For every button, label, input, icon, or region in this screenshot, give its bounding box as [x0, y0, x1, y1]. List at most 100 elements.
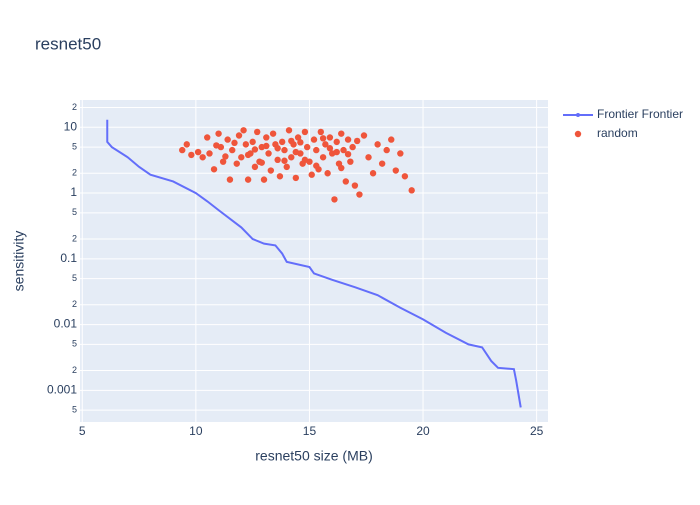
point [244, 151, 252, 159]
y-tick-label: 5 [72, 273, 77, 283]
point [183, 141, 190, 148]
point [206, 150, 213, 157]
point [222, 153, 229, 160]
point [274, 145, 281, 152]
point [251, 163, 259, 171]
point [251, 146, 259, 153]
y-tick-label: 5 [72, 207, 77, 217]
point [267, 167, 275, 174]
point [356, 191, 363, 198]
point [254, 128, 261, 136]
point [338, 130, 345, 137]
chart-title: resnet50 [35, 34, 101, 53]
point [278, 138, 286, 146]
legend-swatch [576, 113, 580, 117]
point [231, 139, 238, 147]
y-tick-label: 2 [72, 299, 77, 309]
legend-label: random [597, 126, 638, 140]
point [360, 132, 368, 139]
point [333, 148, 340, 156]
point [265, 150, 272, 157]
point [242, 141, 250, 148]
point [392, 167, 399, 174]
point [288, 137, 295, 145]
x-tick-label: 10 [189, 424, 203, 438]
point [344, 136, 352, 143]
point [319, 135, 327, 142]
point [351, 182, 359, 189]
point [353, 137, 361, 145]
point [326, 134, 334, 141]
point [283, 163, 290, 171]
point [388, 136, 395, 143]
y-tick-label: 0.01 [54, 317, 78, 331]
point [342, 178, 350, 185]
point [281, 157, 288, 164]
plot-area [80, 100, 548, 422]
y-tick-label: 2 [72, 365, 77, 375]
point [369, 170, 377, 177]
point [274, 156, 281, 164]
point [292, 148, 300, 156]
point [401, 173, 409, 180]
x-tick-label: 5 [79, 424, 86, 438]
point [263, 142, 270, 150]
y-tick-label: 1 [70, 185, 77, 199]
point [194, 148, 202, 156]
point [319, 154, 327, 161]
point [292, 174, 300, 182]
point [233, 160, 240, 167]
point [340, 146, 347, 154]
point [308, 171, 315, 178]
point [288, 154, 295, 161]
point [303, 143, 311, 151]
point [347, 158, 354, 165]
legend-swatch [574, 130, 582, 138]
point [408, 187, 415, 194]
y-tick-label: 2 [72, 102, 77, 112]
grid [80, 100, 548, 422]
point [179, 146, 186, 154]
point [338, 164, 345, 172]
point [204, 134, 211, 141]
point [331, 196, 338, 203]
point [240, 127, 247, 134]
point [249, 138, 256, 146]
point [258, 159, 265, 166]
point [213, 142, 220, 149]
marks [106, 119, 522, 408]
point [281, 146, 288, 154]
y-tick-label: 0.1 [60, 251, 77, 265]
point [301, 156, 309, 164]
y-tick-label: 10 [64, 119, 78, 133]
y-tick-label: 2 [72, 233, 77, 243]
point [313, 162, 320, 169]
point [199, 154, 206, 161]
point [210, 166, 218, 173]
point [326, 145, 334, 152]
frontier-line [106, 119, 522, 408]
point [333, 138, 340, 146]
point [383, 146, 390, 154]
point [365, 154, 372, 161]
point [215, 130, 222, 137]
point [188, 151, 195, 159]
x-axis-title: resnet50 size (MB) [255, 448, 372, 464]
point [310, 136, 318, 143]
point [224, 136, 231, 143]
y-tick-label: 2 [72, 168, 77, 178]
point [219, 158, 227, 165]
point [244, 176, 252, 183]
point [374, 141, 381, 148]
y-tick-label: 0.001 [47, 383, 77, 397]
point [294, 134, 302, 141]
point [263, 134, 270, 141]
point [322, 141, 329, 148]
point [260, 176, 268, 183]
point [397, 150, 404, 157]
y-axis-title: sensitivity [11, 231, 27, 292]
point [226, 176, 234, 183]
point [301, 128, 309, 136]
point [285, 127, 293, 134]
legend-label: Frontier Frontier [597, 107, 683, 121]
